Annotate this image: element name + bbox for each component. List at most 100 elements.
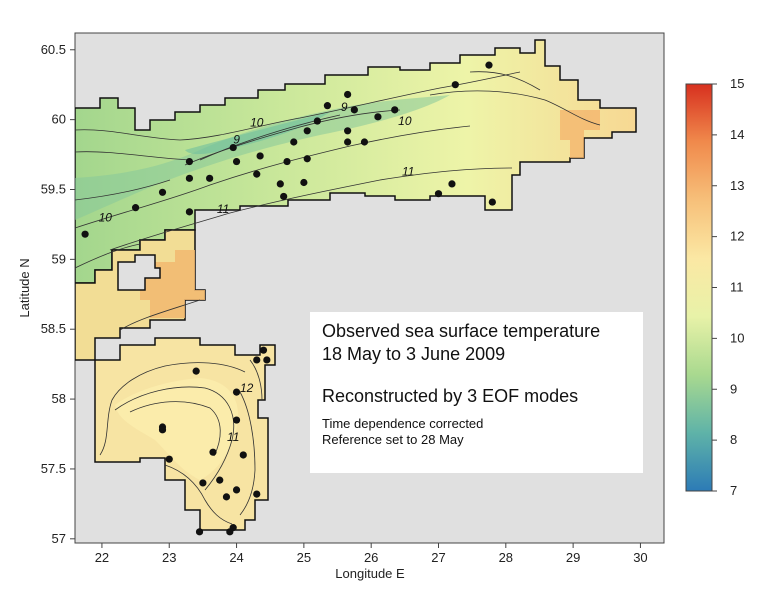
contour-line xyxy=(119,299,201,331)
contour-label: 10 xyxy=(99,211,113,225)
station-dot xyxy=(485,61,493,69)
y-axis-ticks: 57 57.5 58 58.5 59 59.5 60 60.5 xyxy=(41,42,75,546)
station-dot xyxy=(229,143,237,152)
contour-line xyxy=(249,359,263,401)
contour-label: 11 xyxy=(402,165,414,179)
y-tick-label: 57.5 xyxy=(41,461,66,476)
station-dot xyxy=(344,90,352,99)
annotation-note-time: Time dependence corrected xyxy=(322,416,483,431)
station-dot xyxy=(209,448,217,456)
station-dot xyxy=(185,174,194,182)
colorbar-ticks: 7 8 9 10 11 12 13 14 15 xyxy=(712,76,744,498)
station-dot xyxy=(185,208,194,216)
station-dot xyxy=(263,356,271,364)
station-dot xyxy=(259,346,268,354)
station-dot xyxy=(199,479,207,487)
colorbar-tick-label: 8 xyxy=(730,432,737,447)
contour-label: 9 xyxy=(233,132,240,146)
station-dot xyxy=(216,476,224,484)
contour-label: 9 xyxy=(341,100,348,114)
station-dot xyxy=(253,490,261,498)
contour-line xyxy=(239,391,256,516)
cool-core xyxy=(75,95,450,220)
station-dot xyxy=(313,117,321,125)
station-dot xyxy=(165,455,173,463)
annotation-box xyxy=(310,312,643,473)
contour-line xyxy=(199,114,341,161)
x-tick-label: 22 xyxy=(95,550,109,565)
gulf-of-finland xyxy=(75,39,637,284)
x-tick-label: 29 xyxy=(566,550,580,565)
y-tick-label: 57 xyxy=(52,531,66,546)
colorbar-tick-label: 13 xyxy=(730,178,744,193)
contour-label: 10 xyxy=(250,116,264,130)
station-dot xyxy=(195,528,204,536)
x-axis-label: Longitude E xyxy=(335,566,405,581)
station-dot xyxy=(360,138,369,146)
station-dot xyxy=(276,180,284,188)
contour-line xyxy=(75,179,171,201)
colorbar-tick-label: 12 xyxy=(730,229,744,244)
x-tick-label: 26 xyxy=(364,550,378,565)
station-dot xyxy=(290,138,298,146)
contour-label: 12 xyxy=(240,381,254,395)
station-dot xyxy=(350,106,358,114)
x-tick-label: 27 xyxy=(431,550,445,565)
annotation-note-reference: Reference set to 28 May xyxy=(322,432,464,447)
station-dot xyxy=(434,190,443,198)
x-tick-label: 30 xyxy=(633,550,647,565)
x-tick-label: 24 xyxy=(229,550,243,565)
colorbar xyxy=(685,83,713,492)
station-dot xyxy=(344,138,352,146)
y-tick-label: 58 xyxy=(52,391,66,406)
contour-line xyxy=(109,167,513,251)
y-axis-label: Latitude N xyxy=(17,258,32,317)
riga-inner-warm xyxy=(115,378,239,480)
contour-labels: 9 10 10 11 9 10 11 12 11 xyxy=(99,100,415,444)
station-dot xyxy=(488,198,496,206)
colorbar-tick-label: 7 xyxy=(730,483,737,498)
station-dot xyxy=(131,204,140,212)
colorbar-tick-label: 10 xyxy=(730,330,744,345)
contour-label: 11 xyxy=(217,202,229,216)
contour-line xyxy=(75,125,471,229)
contour-line xyxy=(75,151,191,161)
water-field xyxy=(75,39,637,531)
station-dot xyxy=(222,493,231,501)
station-dot xyxy=(192,367,200,375)
y-tick-label: 59 xyxy=(52,251,66,266)
station-dot xyxy=(253,356,261,364)
contour-line xyxy=(114,386,235,491)
contour-line xyxy=(129,401,221,457)
contour-line xyxy=(164,464,233,525)
station-dot xyxy=(158,426,167,434)
station-dot xyxy=(374,113,382,121)
station-dot xyxy=(232,416,241,424)
y-tick-label: 59.5 xyxy=(41,181,66,196)
y-tick-label: 58.5 xyxy=(41,321,66,336)
x-tick-label: 25 xyxy=(297,550,311,565)
x-tick-label: 28 xyxy=(499,550,513,565)
station-dot xyxy=(206,174,214,182)
station-dot xyxy=(158,188,167,196)
x-tick-label: 23 xyxy=(162,550,176,565)
station-dot xyxy=(232,388,241,396)
colorbar-tick-label: 11 xyxy=(730,280,744,295)
station-dot xyxy=(303,127,311,135)
contour-line xyxy=(429,90,601,126)
cool-core-inner xyxy=(185,112,330,155)
station-dot xyxy=(344,127,352,135)
colorbar-tick-label: 14 xyxy=(730,127,744,142)
island xyxy=(117,254,161,291)
contour-label: 10 xyxy=(398,114,412,128)
contour-line xyxy=(75,243,141,269)
station-dot xyxy=(280,192,288,201)
contour-line xyxy=(99,362,246,456)
colorbar-tick-label: 9 xyxy=(730,381,737,396)
contour-line xyxy=(75,71,521,141)
station-dot xyxy=(300,178,308,187)
station-dot xyxy=(239,451,247,459)
station-dot xyxy=(185,157,194,166)
station-dot xyxy=(256,152,264,160)
